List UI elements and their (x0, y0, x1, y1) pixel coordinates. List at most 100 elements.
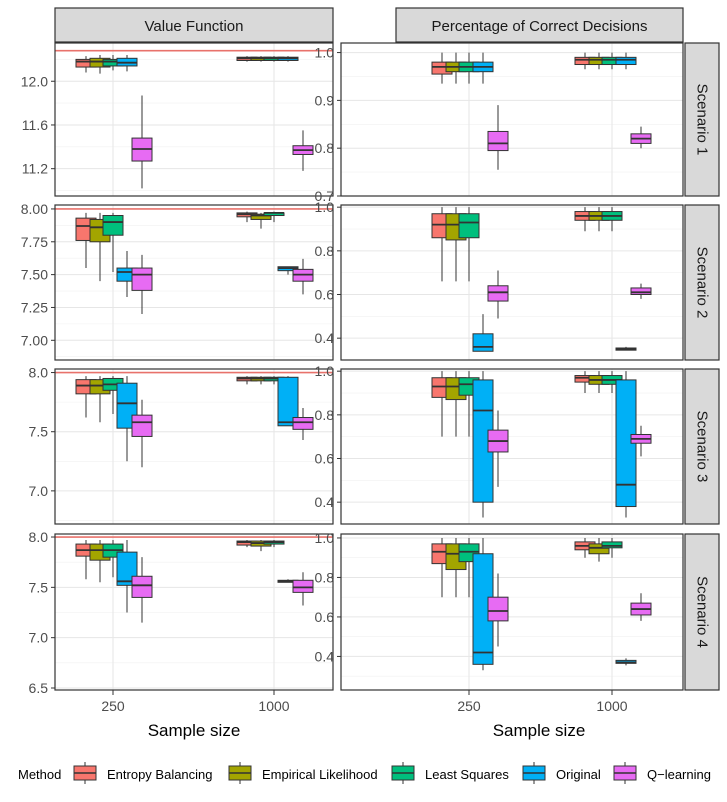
y-tick-label: 0.6 (315, 451, 335, 467)
box-least-squares-n1000 (601, 537, 623, 558)
x-tick-label-250-right: 250 (457, 698, 481, 714)
y-tick-label: 7.25 (21, 299, 48, 315)
box-q-learning-n1000 (630, 593, 652, 621)
row-strip-scenario-3: Scenario 3 (684, 368, 720, 525)
legend-label-empirical-likelihood: Empirical Likelihood (262, 767, 378, 782)
box-q-learning-n1000 (292, 572, 314, 606)
y-tick-label: 11.6 (22, 117, 48, 133)
box-body (277, 376, 299, 427)
panel-border (340, 204, 684, 361)
box-entropy-balancing-n1000 (574, 52, 596, 70)
x-axis-title-left: Sample size (148, 721, 241, 740)
legend-key-empirical-likelihood (226, 761, 254, 785)
box-body (131, 575, 153, 598)
y-tick-label: 0.8 (315, 407, 335, 423)
box-original-n250 (472, 52, 494, 84)
y-tick-label: 7.0 (29, 630, 49, 646)
column-strips: Value Function Percentage of Correct Dec… (54, 7, 684, 43)
legend-key-entropy-balancing (71, 761, 99, 785)
legend-label-q-learning: Q−learning (647, 767, 711, 782)
y-tick-label: 0.8 (315, 243, 335, 259)
box-q-learning-n250 (487, 573, 509, 647)
box-q-learning-n250 (131, 399, 153, 468)
panel-background (341, 205, 683, 360)
box-body (131, 267, 153, 291)
panel-background (341, 43, 683, 196)
y-tick-label: 7.0 (29, 483, 49, 499)
legend-key-q-learning (611, 761, 639, 785)
legend-label-least-squares: Least Squares (425, 767, 509, 782)
y-tick-label: 0.8 (315, 140, 335, 156)
panel-background (55, 43, 333, 196)
y-tick-label: 0.8 (315, 569, 335, 585)
box-least-squares-n1000 (263, 540, 285, 548)
y-tick-label: 11.2 (22, 161, 48, 177)
x-axis-left: 250 1000 Sample size (101, 690, 290, 740)
box-original-n1000 (615, 371, 637, 518)
column-strip-correct-decisions: Percentage of Correct Decisions (395, 7, 684, 43)
y-tick-label: 1.0 (315, 363, 335, 379)
row-strip-scenario-1: Scenario 1 (684, 42, 720, 197)
box-q-learning-n1000 (630, 425, 652, 457)
box-q-learning-n250 (487, 270, 509, 319)
row-strip-scenario-4: Scenario 4 (684, 533, 720, 691)
y-tick-label: 0.4 (315, 648, 335, 664)
legend-item-entropy-balancing: Entropy Balancing (71, 761, 213, 785)
legend-key-original (520, 761, 548, 785)
box-original-n250 (116, 55, 138, 72)
box-least-squares-n250 (458, 207, 480, 282)
box-body (458, 213, 480, 239)
box-original-n250 (472, 314, 494, 352)
box-body (630, 287, 652, 296)
y-tick-label: 0.7 (315, 188, 335, 204)
box-original-n1000 (277, 56, 299, 62)
y-tick-label: 0.4 (315, 330, 335, 346)
panel-border (54, 533, 334, 691)
box-body (292, 579, 314, 593)
box-body (292, 417, 314, 430)
row-strip-scenario-2: Scenario 2 (684, 204, 720, 361)
box-body (588, 543, 610, 555)
column-strip-value-function: Value Function (54, 7, 334, 43)
row-strips: Scenario 1 Scenario 2 Scenario 3 Scenari… (684, 42, 720, 691)
box-original-n1000 (277, 266, 299, 275)
y-tick-label: 7.5 (29, 424, 49, 440)
y-tick-label: 7.50 (21, 267, 48, 283)
box-body (131, 414, 153, 437)
legend: Method Entropy Balancing Empirical Likel… (18, 761, 711, 785)
box-q-learning-n1000 (630, 283, 652, 299)
box-body (487, 596, 509, 622)
panel-border (340, 533, 684, 691)
column-title-value-function: Value Function (145, 18, 244, 35)
x-tick-label-1000-left: 1000 (258, 698, 289, 714)
box-body (615, 56, 637, 66)
y-tick-label: 6.5 (29, 680, 49, 696)
box-body (487, 130, 509, 152)
y-tick-label: 8.00 (21, 201, 48, 217)
panel-correct-decisions-scenario-3: 0.4 0.6 0.8 1.0 (315, 363, 684, 525)
box-body (487, 285, 509, 302)
row-title-scenario-2: Scenario 2 (694, 247, 711, 319)
legend-key-least-squares (389, 761, 417, 785)
x-tick-label-250-left: 250 (101, 698, 125, 714)
box-original-n1000 (277, 376, 299, 427)
legend-item-q-learning: Q−learning (611, 761, 711, 785)
row-title-scenario-1: Scenario 1 (694, 84, 711, 156)
box-body (601, 541, 623, 549)
box-q-learning-n1000 (630, 126, 652, 149)
panel-value-function-scenario-1: 11.2 11.6 12.0 (21, 42, 334, 197)
y-tick-label: 0.4 (315, 494, 335, 510)
box-q-learning-n250 (487, 105, 509, 170)
box-body (102, 215, 124, 236)
x-tick-label-1000-right: 1000 (596, 698, 627, 714)
x-axes: 250 1000 Sample size 250 1000 Sample siz… (101, 690, 628, 740)
box-original-n1000 (615, 658, 637, 666)
x-axis-title-right: Sample size (493, 721, 586, 740)
legend-title: Method (18, 767, 61, 782)
column-title-correct-decisions: Percentage of Correct Decisions (432, 18, 648, 35)
y-tick-label: 7.00 (21, 332, 48, 348)
box-q-learning-n1000 (292, 258, 314, 295)
x-axis-right: 250 1000 Sample size (457, 690, 628, 740)
box-q-learning-n250 (487, 410, 509, 487)
box-q-learning-n250 (131, 95, 153, 189)
